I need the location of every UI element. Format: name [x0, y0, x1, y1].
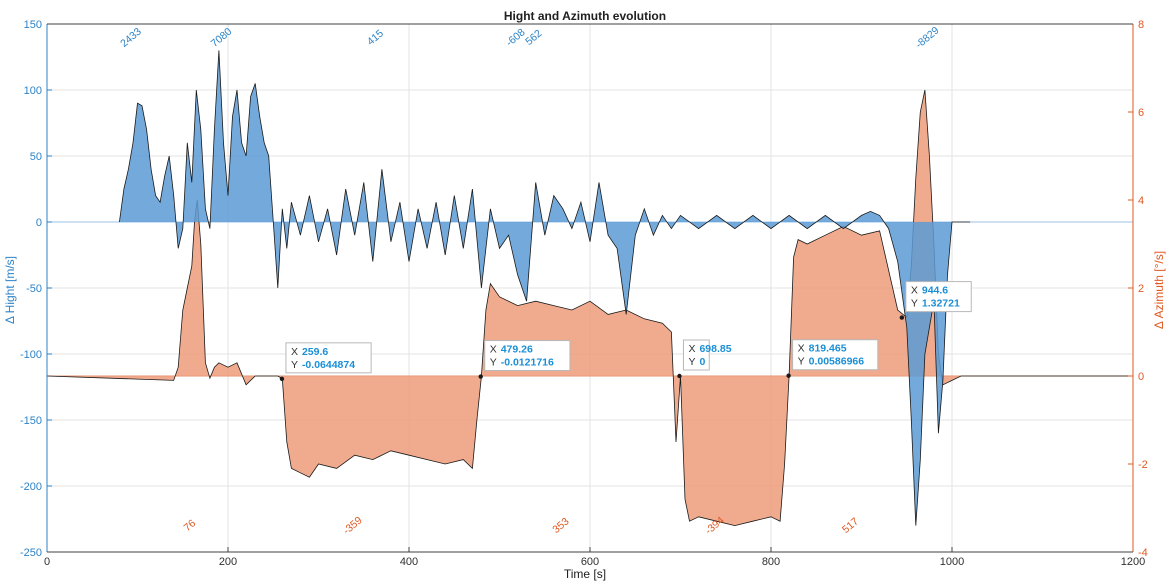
datatip-y-key: Y: [291, 359, 298, 371]
datatip-marker[interactable]: [279, 376, 285, 382]
datatip-x-value: 698.85: [699, 343, 731, 355]
y-right-tick-label: 8: [1138, 19, 1144, 31]
y-left-tick-label: 150: [24, 19, 42, 31]
y-axis-left-label: Δ Hight [m/s]: [3, 256, 17, 324]
y-left-tick-label: 100: [24, 85, 42, 97]
datatip-x-key: X: [490, 344, 497, 356]
datatip[interactable]: X 819.465 Y 0.00586966: [786, 339, 879, 378]
datatip-y-key: Y: [490, 357, 497, 369]
y-right-tick-label: 0: [1138, 371, 1144, 383]
datatip-y-key: Y: [798, 356, 805, 368]
datatip-box[interactable]: [682, 339, 710, 371]
datatip-marker[interactable]: [478, 374, 483, 379]
x-tick-label: 1000: [940, 556, 964, 568]
datatip-marker[interactable]: [677, 373, 682, 379]
y-left-tick-label: -200: [20, 481, 42, 493]
datatip-y-value: 1.32721: [922, 298, 960, 310]
x-tick-label: 400: [400, 556, 418, 568]
datatip-marker[interactable]: [899, 315, 905, 320]
azimuth-series: [46, 89, 1133, 527]
chart-title: Hight and Azimuth evolution: [504, 9, 666, 23]
y-right-tick-label: -2: [1138, 459, 1148, 471]
x-tick-label: 0: [44, 556, 50, 568]
datatip-box[interactable]: [484, 340, 571, 372]
azimuth-area: [47, 90, 1133, 526]
datatip-x-value: 944.6: [922, 285, 948, 297]
x-axis-label: Time [s]: [564, 567, 606, 581]
datatip-y-value: 0.00586966: [809, 356, 865, 368]
hight-line: [119, 50, 971, 526]
datatip-x-value: 819.465: [809, 343, 847, 355]
datatip[interactable]: X 259.6 Y -0.0644874: [279, 342, 372, 382]
datatip-x-value: 479.26: [501, 344, 533, 356]
datatip[interactable]: X 944.6 Y 1.32721: [899, 281, 972, 320]
datatip-box[interactable]: [905, 281, 972, 313]
y-right-tick-label: -4: [1138, 547, 1148, 559]
datatip-box[interactable]: [792, 339, 879, 371]
datatip-y-value: -0.0121716: [501, 357, 554, 369]
datatip-x-value: 259.6: [302, 346, 328, 358]
x-tick-label: 1200: [1121, 556, 1145, 568]
y-right-tick-label: 2: [1138, 283, 1144, 295]
azimuth-line: [46, 89, 1133, 527]
x-tick-label: 800: [762, 556, 780, 568]
y-left-tick-label: 50: [30, 151, 42, 163]
datatip-marker[interactable]: [786, 373, 791, 378]
datatip-y-value: -0.0644874: [302, 359, 355, 371]
datatips[interactable]: X 259.6 Y -0.0644874 X 479.26 Y -0.0121716 X 698.…: [279, 281, 972, 382]
y-right-tick-label: 4: [1138, 195, 1144, 207]
y-left-tick-label: -100: [20, 349, 42, 361]
y-left-tick-label: -50: [26, 283, 42, 295]
datatip-x-key: X: [911, 285, 918, 297]
datatip-x-key: X: [688, 343, 695, 355]
datatip-y-value: 0: [699, 356, 705, 368]
x-tick-label: 600: [581, 556, 599, 568]
y-left-tick-label: -250: [20, 547, 42, 559]
y-left-tick-label: 0: [36, 217, 42, 229]
x-tick-label: 200: [219, 556, 237, 568]
y-left-tick-label: -150: [20, 415, 42, 427]
datatip-box[interactable]: [285, 342, 372, 374]
datatip-y-key: Y: [911, 298, 918, 310]
datatip-x-key: X: [798, 343, 805, 355]
hight-series: [119, 50, 971, 526]
datatip-x-key: X: [291, 346, 298, 358]
y-axis-right-label: Δ Azimuth [°/s]: [1152, 251, 1166, 329]
datatip[interactable]: X 479.26 Y -0.0121716: [478, 340, 571, 379]
y-right-tick-label: 6: [1138, 107, 1144, 119]
datatip[interactable]: X 698.85 Y 0: [677, 339, 732, 379]
axes: 0 200 400 600 800 1000 1200-250-200-150-100-50…: [20, 19, 1148, 568]
datatip-y-key: Y: [688, 356, 695, 368]
